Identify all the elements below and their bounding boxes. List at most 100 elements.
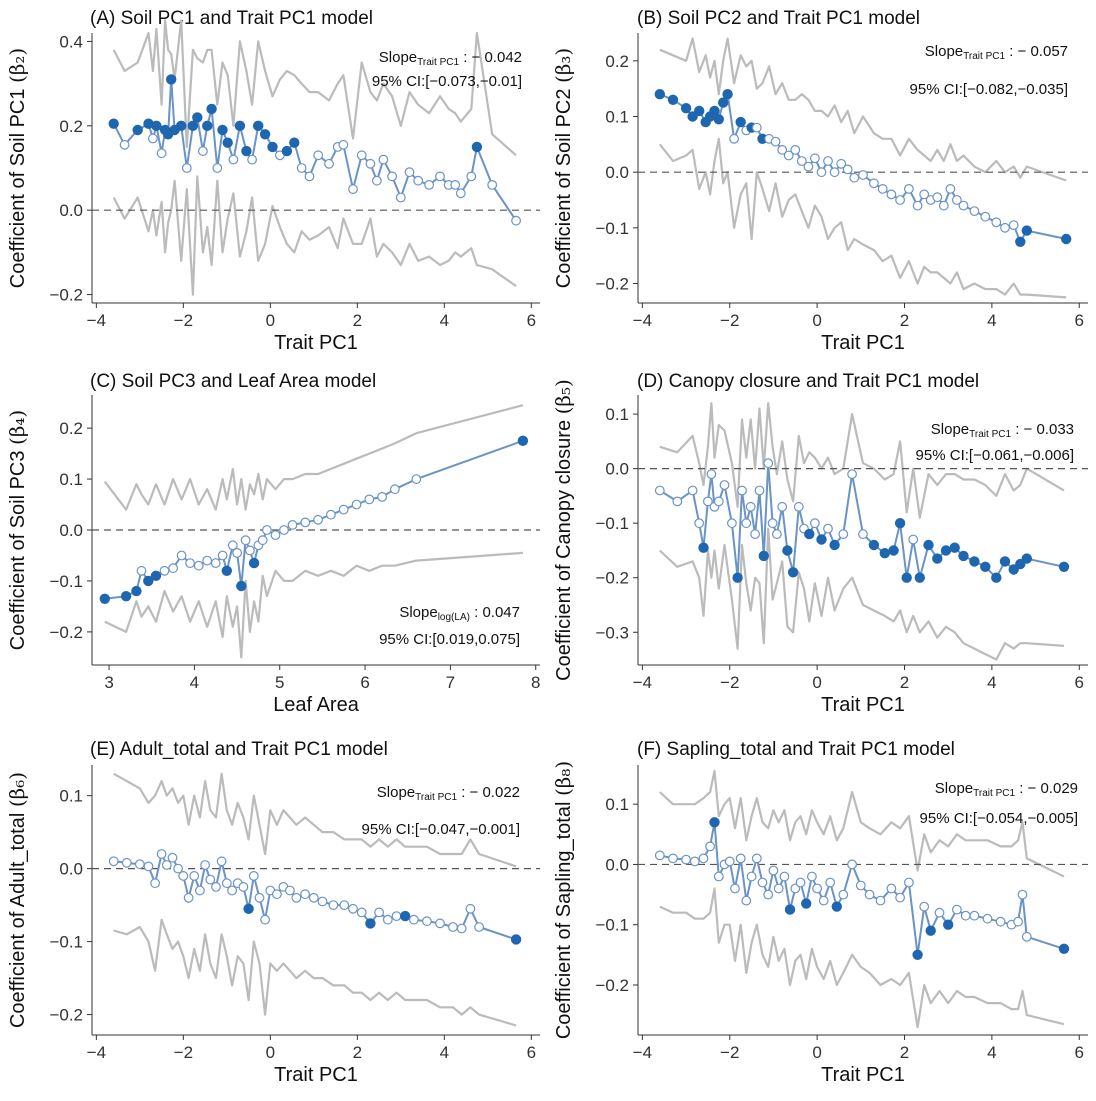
point-e (134, 859, 145, 870)
ci-annotation-a: 95% CI:[−0.073,−0.01] (372, 73, 522, 90)
point-a (387, 171, 398, 182)
point-d (763, 458, 774, 469)
significant-point-c (143, 575, 154, 587)
point-e (189, 871, 200, 881)
point-b (816, 167, 827, 178)
panel-d: (D) Canopy closure and Trait PC1 model −4… (551, 371, 1088, 716)
significant-point-a (187, 120, 199, 132)
point-c (244, 545, 255, 556)
point-c (338, 504, 349, 515)
ci-lower-line-d (659, 527, 1065, 661)
point-f (886, 883, 897, 894)
point-a (450, 179, 461, 190)
point-b (751, 122, 762, 133)
point-b (877, 183, 888, 194)
slope-annotation-e: SlopeTrait PC1 : − 0.022 (377, 784, 520, 803)
x-tick-label-b: 0 (812, 311, 821, 330)
y-tick-label-c: 0.0 (59, 521, 83, 540)
significant-point-f (831, 901, 843, 912)
point-a (156, 148, 167, 159)
significant-point-d (787, 567, 799, 578)
ci-upper-line-f (659, 769, 1065, 878)
significant-point-c (131, 585, 142, 597)
point-b (810, 153, 820, 164)
significant-point-c (221, 565, 232, 577)
point-c (193, 560, 204, 571)
significant-point-c (517, 435, 529, 446)
significant-point-d (879, 548, 891, 559)
point-e (238, 882, 249, 892)
x-tick-label-f: 4 (987, 1043, 996, 1062)
point-f (969, 910, 980, 921)
significant-point-c (248, 557, 260, 569)
point-e (465, 903, 476, 914)
point-f (847, 859, 857, 870)
significant-point-c (236, 580, 247, 592)
y-tick-label-e: 0.1 (59, 787, 83, 806)
point-c (202, 555, 213, 566)
significant-point-f (943, 919, 954, 930)
point-b (829, 167, 840, 178)
point-a (296, 163, 307, 173)
x-tick-label-f: −2 (720, 1043, 739, 1062)
y-axis-label-d: Coefficient of Canopy closure (β₅) (551, 379, 575, 681)
significant-point-a (151, 120, 162, 132)
point-a (424, 179, 435, 190)
significant-point-b (709, 105, 720, 117)
point-f (724, 856, 735, 867)
point-d (737, 485, 747, 496)
coef-line-a (112, 78, 517, 222)
significant-point-a (202, 120, 213, 132)
point-b (849, 172, 860, 183)
significant-point-f (925, 925, 936, 936)
point-f (773, 883, 784, 894)
point-b (904, 183, 914, 194)
significant-point-d (894, 518, 906, 529)
point-d (719, 480, 730, 490)
x-tick-label-d: 2 (900, 673, 909, 692)
x-tick-label-e: 0 (266, 1043, 275, 1062)
point-f (812, 883, 822, 894)
point-e (211, 882, 221, 892)
significant-point-d (940, 545, 952, 556)
significant-point-d (868, 539, 880, 551)
point-f (713, 871, 724, 882)
panel-title-f: (F) Sapling_total and Trait PC1 model (637, 739, 955, 760)
point-e (161, 860, 172, 870)
point-d (823, 523, 833, 534)
x-tick-label-c: 4 (190, 673, 199, 692)
point-e (285, 885, 295, 896)
point-d (810, 518, 820, 529)
ci-lower-line-e (113, 918, 517, 1027)
point-a (356, 150, 367, 161)
significant-point-d (914, 572, 926, 583)
significant-point-d (1008, 564, 1019, 575)
y-tick-label-f: 0.1 (605, 795, 629, 814)
x-tick-label-e: 6 (527, 1043, 536, 1062)
point-f (751, 853, 762, 864)
point-f (757, 877, 768, 888)
x-axis-label-b: Trait PC1 (821, 332, 905, 354)
point-e (474, 922, 485, 932)
x-tick-label-a: 4 (440, 311, 449, 330)
y-tick-label-a: 0.4 (59, 32, 83, 51)
point-a (181, 163, 192, 173)
panel-title-c: (C) Soil PC3 and Leaf Area model (90, 371, 376, 392)
point-b (869, 178, 879, 189)
y-tick-label-b: −0.1 (595, 219, 629, 238)
significant-point-f (912, 949, 923, 961)
point-a (487, 179, 498, 190)
point-a (435, 171, 445, 182)
point-c (210, 558, 221, 568)
point-f (795, 877, 806, 888)
x-tick-label-f: 0 (812, 1043, 821, 1062)
point-e (121, 857, 132, 868)
ci-lower-line-c (104, 551, 523, 659)
point-d (694, 518, 705, 529)
y-tick-label-a: 0.2 (59, 117, 83, 136)
significant-point-b (680, 102, 692, 114)
y-tick-label-f: −0.2 (595, 976, 629, 995)
point-a (119, 139, 130, 150)
ci-annotation-f: 95% CI:[−0.054,−0.005] (920, 810, 1078, 827)
point-e (328, 900, 339, 910)
